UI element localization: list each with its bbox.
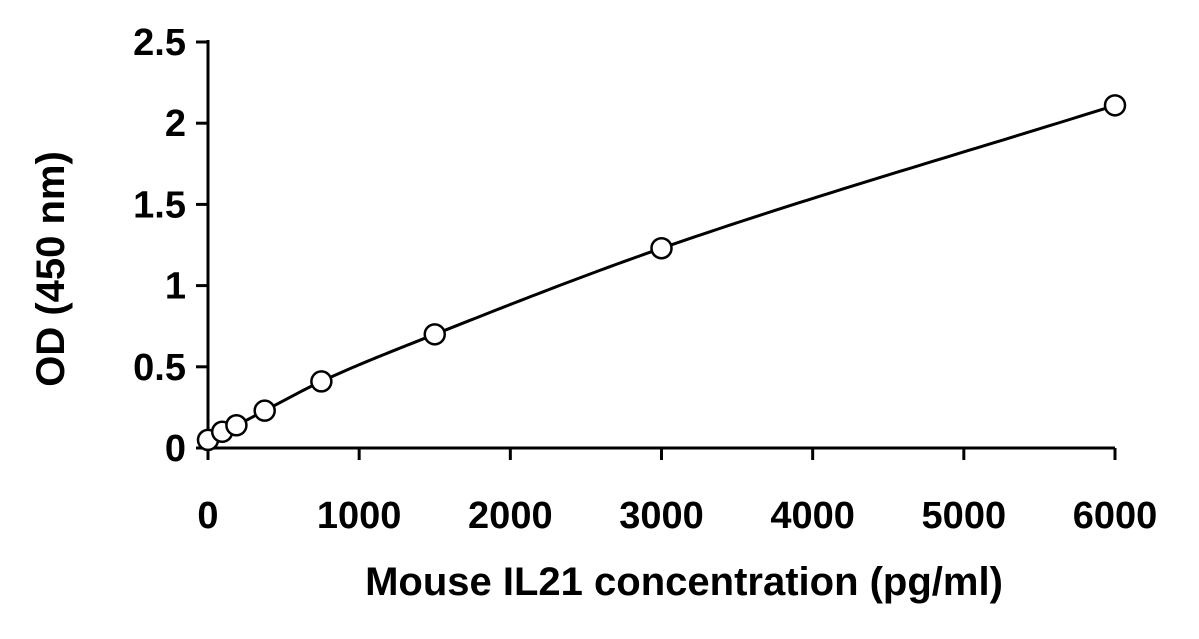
x-tick-label: 3000 [619, 495, 704, 537]
x-tick-label: 6000 [1073, 495, 1158, 537]
x-tick-label: 4000 [770, 495, 855, 537]
data-point [225, 414, 248, 437]
fit-curve-line [207, 103, 1116, 442]
data-point [310, 370, 333, 393]
x-tick-label: 0 [197, 495, 218, 537]
data-point [650, 236, 673, 260]
data-point [423, 323, 446, 346]
y-tick-label: 0 [165, 428, 186, 470]
curve-layer [207, 103, 1116, 442]
y-tick-label: 0.5 [133, 347, 186, 389]
y-tick-label: 2.5 [133, 22, 186, 64]
data-point [1103, 94, 1127, 117]
y-tick-label: 1 [165, 266, 186, 308]
ticks-layer: 0 0.5 1 1.5 2 2.5 0 1000 2000 3000 4000 5000 6000 [133, 22, 1157, 537]
x-tick-label: 2000 [468, 495, 553, 537]
y-tick-label: 1.5 [133, 184, 186, 226]
y-axis-title: OD (450 nm) [29, 151, 73, 387]
x-tick-label: 1000 [317, 495, 402, 537]
x-tick-label: 5000 [922, 495, 1007, 537]
x-axis-title: Mouse IL21 concentration (pg/ml) [365, 560, 1003, 604]
data-point [253, 399, 276, 422]
y-tick-label: 2 [165, 103, 186, 145]
points-layer [196, 94, 1127, 452]
